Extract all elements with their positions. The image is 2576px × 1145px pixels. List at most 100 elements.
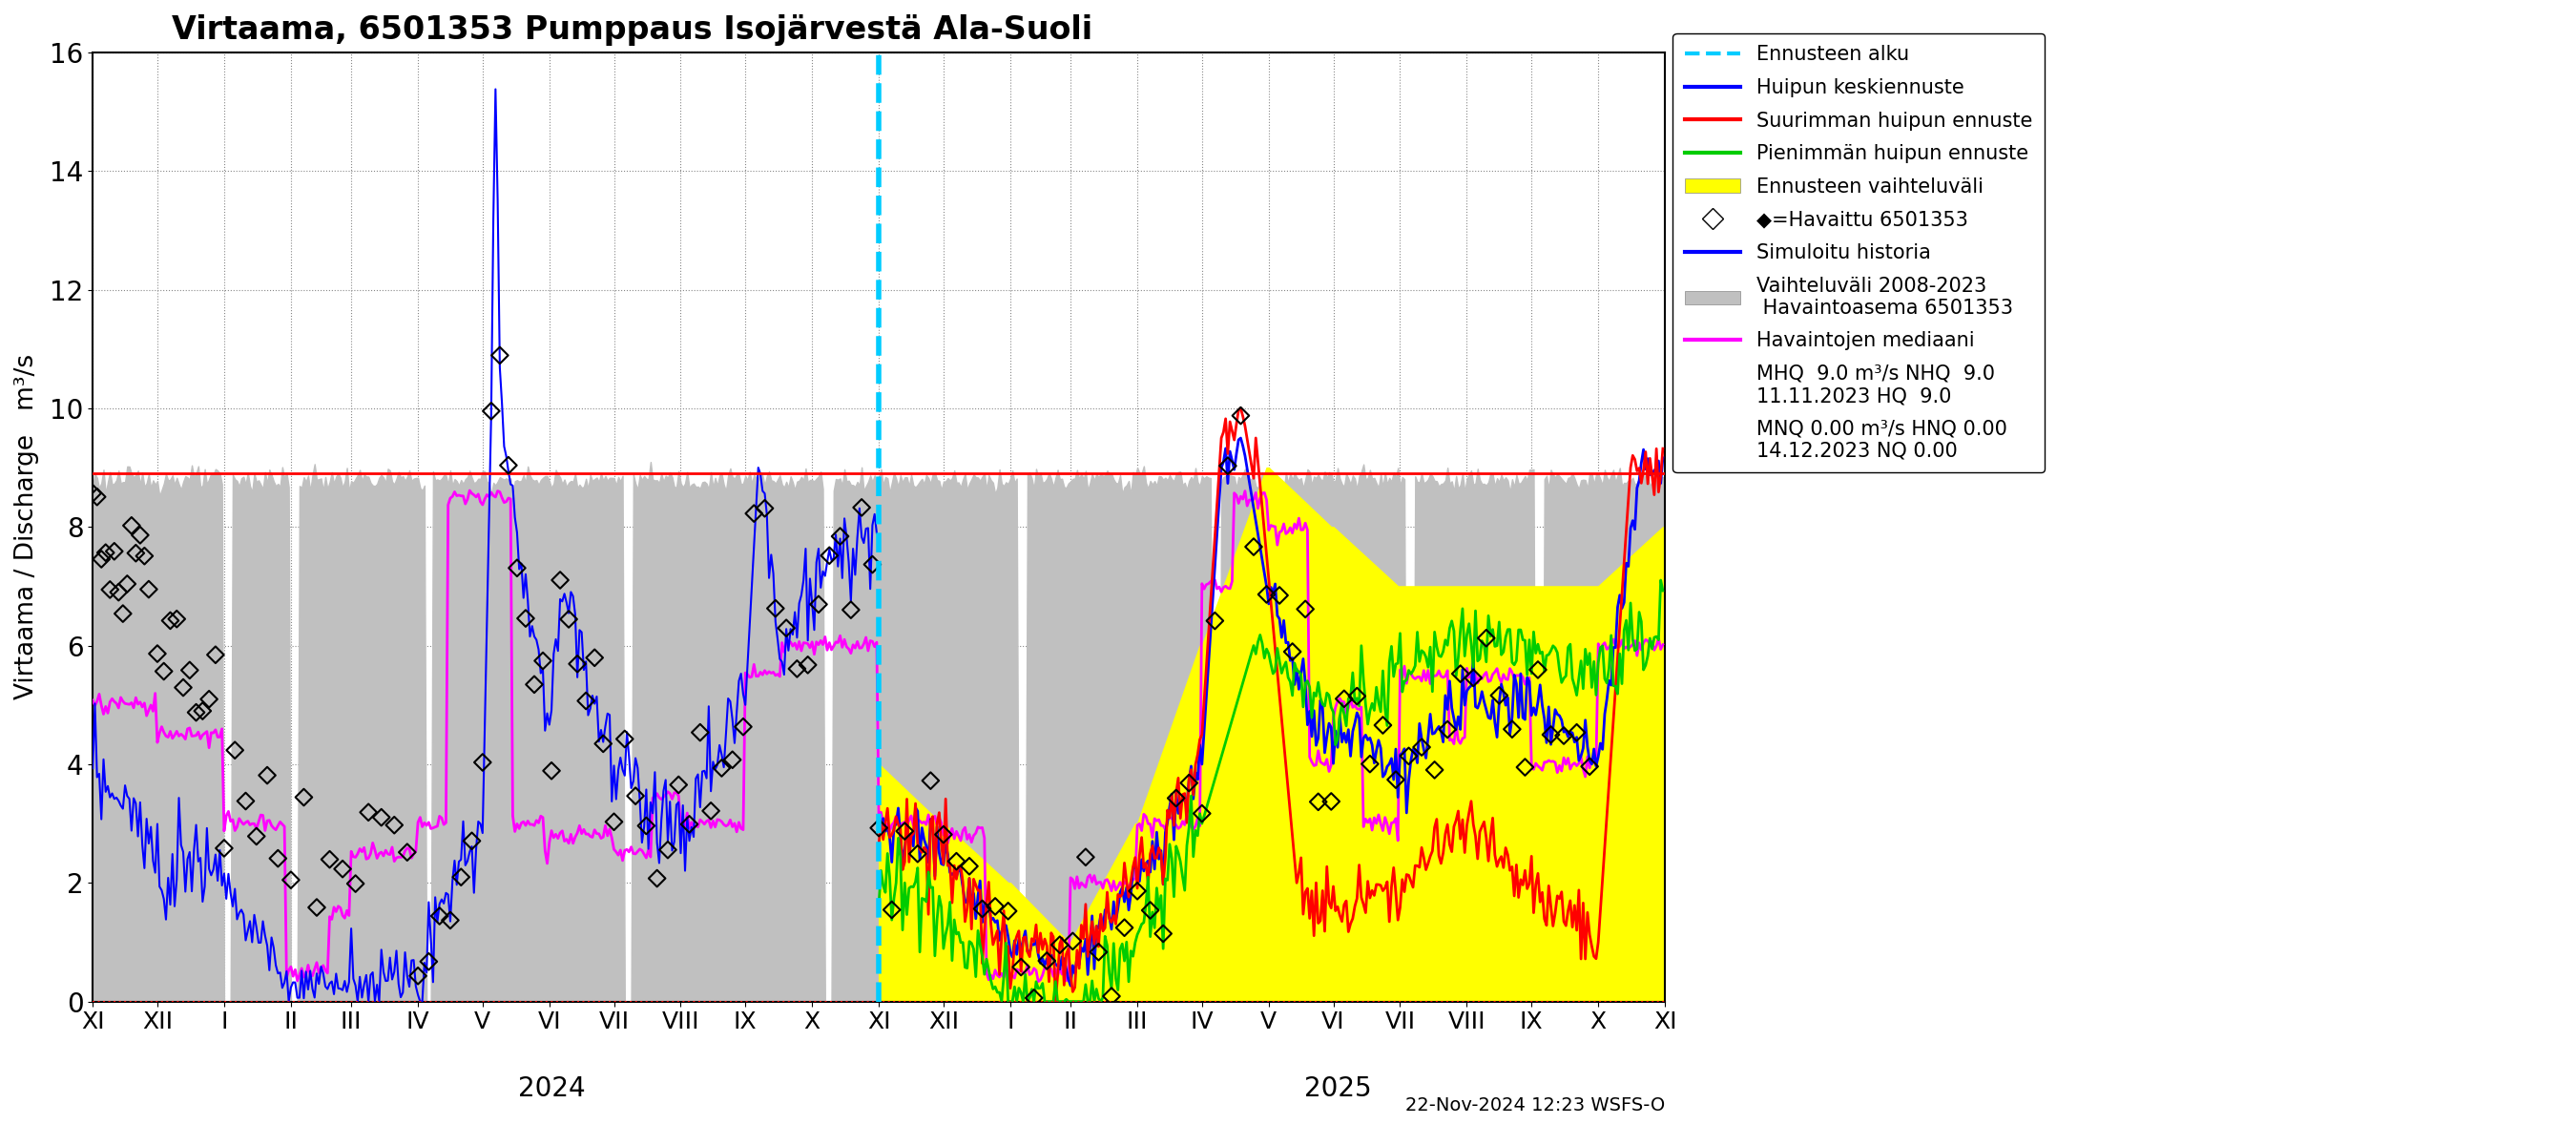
Point	[1517, 661, 1558, 679]
Point	[1247, 585, 1288, 603]
Point	[1427, 720, 1468, 739]
Point	[840, 498, 881, 516]
Point	[647, 840, 688, 859]
Point	[701, 759, 742, 777]
Point	[799, 595, 840, 614]
Point	[755, 599, 796, 617]
Y-axis label: Virtaama / Discharge   m³/s: Virtaama / Discharge m³/s	[15, 354, 39, 700]
Point	[1234, 538, 1275, 556]
Point	[93, 542, 134, 560]
Point	[1051, 932, 1092, 950]
Point	[1466, 629, 1507, 647]
Point	[374, 816, 415, 835]
Point	[335, 875, 376, 893]
Point	[397, 966, 438, 985]
Point	[605, 729, 647, 748]
Point	[948, 858, 989, 876]
Point	[935, 852, 976, 870]
Point	[144, 662, 185, 680]
Point	[809, 546, 850, 564]
Point	[471, 402, 513, 420]
Point	[538, 571, 580, 590]
Point	[788, 656, 829, 674]
Point	[1492, 720, 1533, 739]
Point	[1556, 724, 1597, 742]
Point	[296, 899, 337, 917]
Point	[1182, 804, 1224, 822]
Legend: Ennusteen alku, Huipun keskiennuste, Suurimman huipun ennuste, Pienimmän huipun : Ennusteen alku, Huipun keskiennuste, Suu…	[1672, 33, 2045, 473]
Point	[111, 516, 152, 535]
Point	[1388, 747, 1430, 765]
Point	[487, 456, 528, 474]
Point	[98, 583, 139, 601]
Point	[237, 827, 278, 845]
Point	[106, 575, 147, 593]
Point	[513, 676, 554, 694]
Point	[283, 788, 325, 806]
Point	[556, 655, 598, 673]
Text: Virtaama, 6501353 Pumppaus Isojärvestä Ala-Suoli: Virtaama, 6501353 Pumppaus Isojärvestä A…	[173, 14, 1092, 46]
Point	[626, 816, 667, 835]
Point	[922, 826, 963, 844]
Point	[582, 735, 623, 753]
Point	[162, 678, 204, 696]
Point	[386, 843, 428, 861]
Point	[1324, 689, 1365, 708]
Point	[1311, 792, 1352, 811]
Point	[175, 703, 216, 721]
Point	[523, 652, 564, 670]
Point	[157, 610, 198, 629]
Point	[670, 815, 711, 834]
Point	[270, 871, 312, 890]
Point	[309, 851, 350, 869]
Point	[896, 845, 938, 863]
Point	[451, 831, 492, 850]
Point	[744, 499, 786, 518]
Point	[909, 772, 951, 790]
Point	[1038, 935, 1079, 954]
Point	[1285, 600, 1327, 618]
Point	[1195, 611, 1236, 630]
Point	[90, 581, 131, 599]
Point	[1543, 727, 1584, 745]
Point	[420, 907, 461, 925]
Point	[1025, 951, 1066, 970]
Point	[549, 610, 590, 629]
Point	[72, 484, 113, 503]
Text: 22-Nov-2024 12:23 WSFS-O: 22-Nov-2024 12:23 WSFS-O	[1406, 1097, 1664, 1114]
Point	[636, 869, 677, 887]
Point	[1569, 757, 1610, 775]
Point	[858, 819, 899, 837]
Point	[829, 601, 871, 619]
Point	[1208, 457, 1249, 475]
Point	[407, 953, 448, 971]
Point	[884, 822, 925, 840]
Point	[1337, 687, 1378, 705]
Point	[129, 581, 170, 599]
Point	[116, 544, 157, 562]
Point	[170, 661, 211, 679]
Point	[1298, 792, 1340, 811]
Point	[853, 555, 894, 574]
Point	[1414, 760, 1455, 779]
Point	[765, 619, 806, 638]
Point	[1440, 664, 1481, 682]
Point	[871, 901, 912, 919]
Point	[258, 850, 299, 868]
Point	[711, 751, 752, 769]
Point	[188, 690, 229, 709]
Point	[348, 803, 389, 821]
Point	[1376, 771, 1417, 789]
Point	[149, 611, 191, 630]
Point	[974, 898, 1015, 916]
Point	[103, 605, 144, 623]
Point	[361, 808, 402, 827]
Point	[657, 775, 698, 793]
Point	[85, 544, 126, 562]
Point	[531, 761, 572, 780]
Point	[80, 550, 121, 568]
Point	[505, 609, 546, 627]
Point	[592, 813, 634, 831]
Point	[1479, 686, 1520, 704]
Point	[819, 527, 860, 545]
